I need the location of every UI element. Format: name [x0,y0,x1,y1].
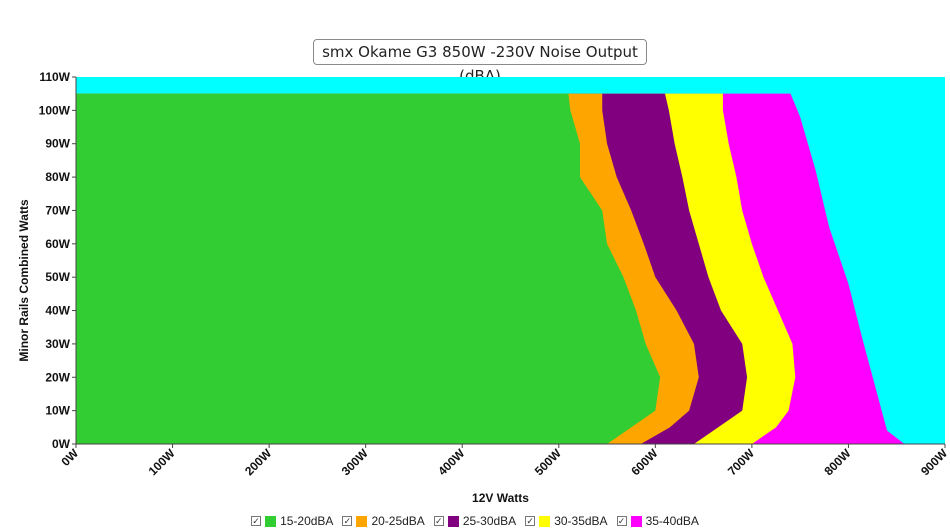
legend-label: 15-20dBA [280,514,334,528]
legend-swatch [356,515,368,527]
legend-label: 35-40dBA [645,514,699,528]
legend-label: 30-35dBA [554,514,608,528]
legend-swatch [265,515,277,527]
x-tick-label: 700W [725,446,758,479]
x-tick-label: 500W [532,446,565,479]
legend-item-20-25dBA[interactable]: ✓ 20-25dBA [342,514,425,528]
legend-swatch [447,515,459,527]
y-tick-label: 80W [45,170,70,184]
x-tick-label: 400W [435,446,468,479]
area-series-group [76,93,905,444]
y-tick-label: 50W [45,270,70,284]
x-tick-label: 900W [918,446,950,479]
y-axis-ticks: 0W 10W 20W 30W 40W 50W 60W 70W 80W 90W 100W 110W [39,70,76,451]
y-tick-label: 0W [52,437,71,451]
x-tick-label: 300W [339,446,372,479]
x-tick-label: 800W [821,446,854,479]
y-tick-label: 70W [45,203,70,217]
legend-item-35-40dBA[interactable]: ✓ 35-40dBA [616,514,699,528]
legend-checkbox[interactable]: ✓ [433,516,444,526]
legend-item-25-30dBA[interactable]: ✓ 25-30dBA [433,514,517,528]
x-tick-label: 100W [146,446,179,479]
x-axis-title: 12V Watts [472,491,529,505]
y-tick-label: 20W [45,370,70,384]
y-tick-label: 100W [39,103,71,117]
chart-title: smx Okame G3 850W -230V Noise Output (dB… [313,39,647,85]
legend-swatch [539,515,551,527]
legend-checkbox[interactable]: ✓ [525,516,536,526]
x-tick-label: 600W [628,446,661,479]
area-series-15-20dBA [76,93,661,444]
x-tick-label: 200W [242,446,275,479]
y-tick-label: 30W [45,337,70,351]
legend-checkbox[interactable]: ✓ [342,516,353,526]
legend: ✓ 15-20dBA ✓ 20-25dBA ✓ 25-30dBA ✓ 30-35dBA ✓ 35-… [0,513,950,529]
y-tick-label: 90W [45,137,70,151]
y-tick-label: 60W [45,237,70,251]
legend-checkbox[interactable]: ✓ [616,516,627,526]
y-tick-label: 40W [45,304,70,318]
legend-item-30-35dBA[interactable]: ✓ 30-35dBA [525,514,608,528]
legend-checkbox[interactable]: ✓ [251,516,262,526]
legend-label: 20-25dBA [371,514,425,528]
x-axis-ticks: 0W 100W 200W 300W 400W 500W 600W 700W 800W 900W [58,444,950,478]
chart-plot: 0W 100W 200W 300W 400W 500W 600W 700W 800W 900W 0… [17,70,950,505]
legend-swatch [630,515,642,527]
legend-item-15-20dBA[interactable]: ✓ 15-20dBA [251,514,333,528]
y-tick-label: 110W [39,70,70,84]
y-axis-title: Minor Rails Combined Watts [17,199,31,362]
y-tick-label: 10W [45,404,70,418]
legend-label: 25-30dBA [462,514,517,528]
